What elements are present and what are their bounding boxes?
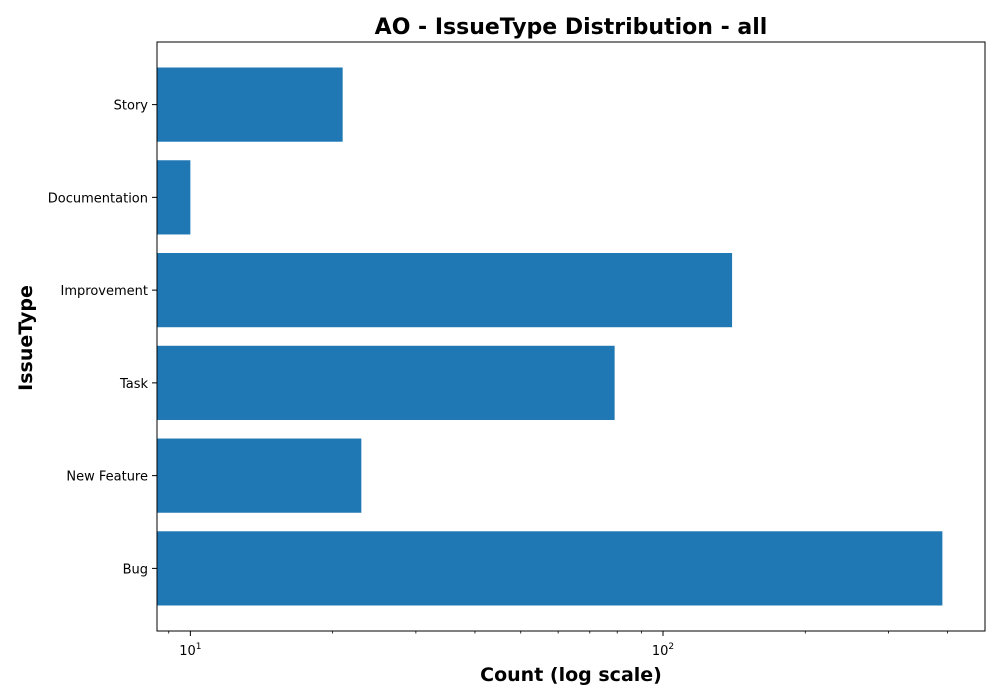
bar-new-feature (157, 438, 362, 513)
bar-bug (157, 531, 943, 606)
chart-title: AO - IssueType Distribution - all (375, 15, 768, 40)
plot-area: Story Documentation Improvement Task New Fea… (48, 67, 948, 659)
y-tick-label: Documentation (48, 191, 148, 206)
y-tick-label: Task (119, 377, 149, 392)
y-tick-label: Bug (123, 562, 148, 577)
x-tick-label: 102 (652, 642, 674, 659)
bar-task (157, 345, 615, 420)
y-axis-label: IssueType (15, 285, 37, 391)
x-tick-label: 101 (179, 642, 201, 659)
bar-documentation (157, 160, 191, 235)
y-tick-label: Improvement (61, 284, 148, 299)
y-tick-label: New Feature (66, 470, 148, 485)
bar-improvement (157, 253, 733, 328)
x-axis-label: Count (log scale) (480, 664, 662, 686)
y-tick-label: Story (114, 99, 149, 114)
plot-frame (156, 41, 986, 632)
bar-story (157, 67, 343, 142)
